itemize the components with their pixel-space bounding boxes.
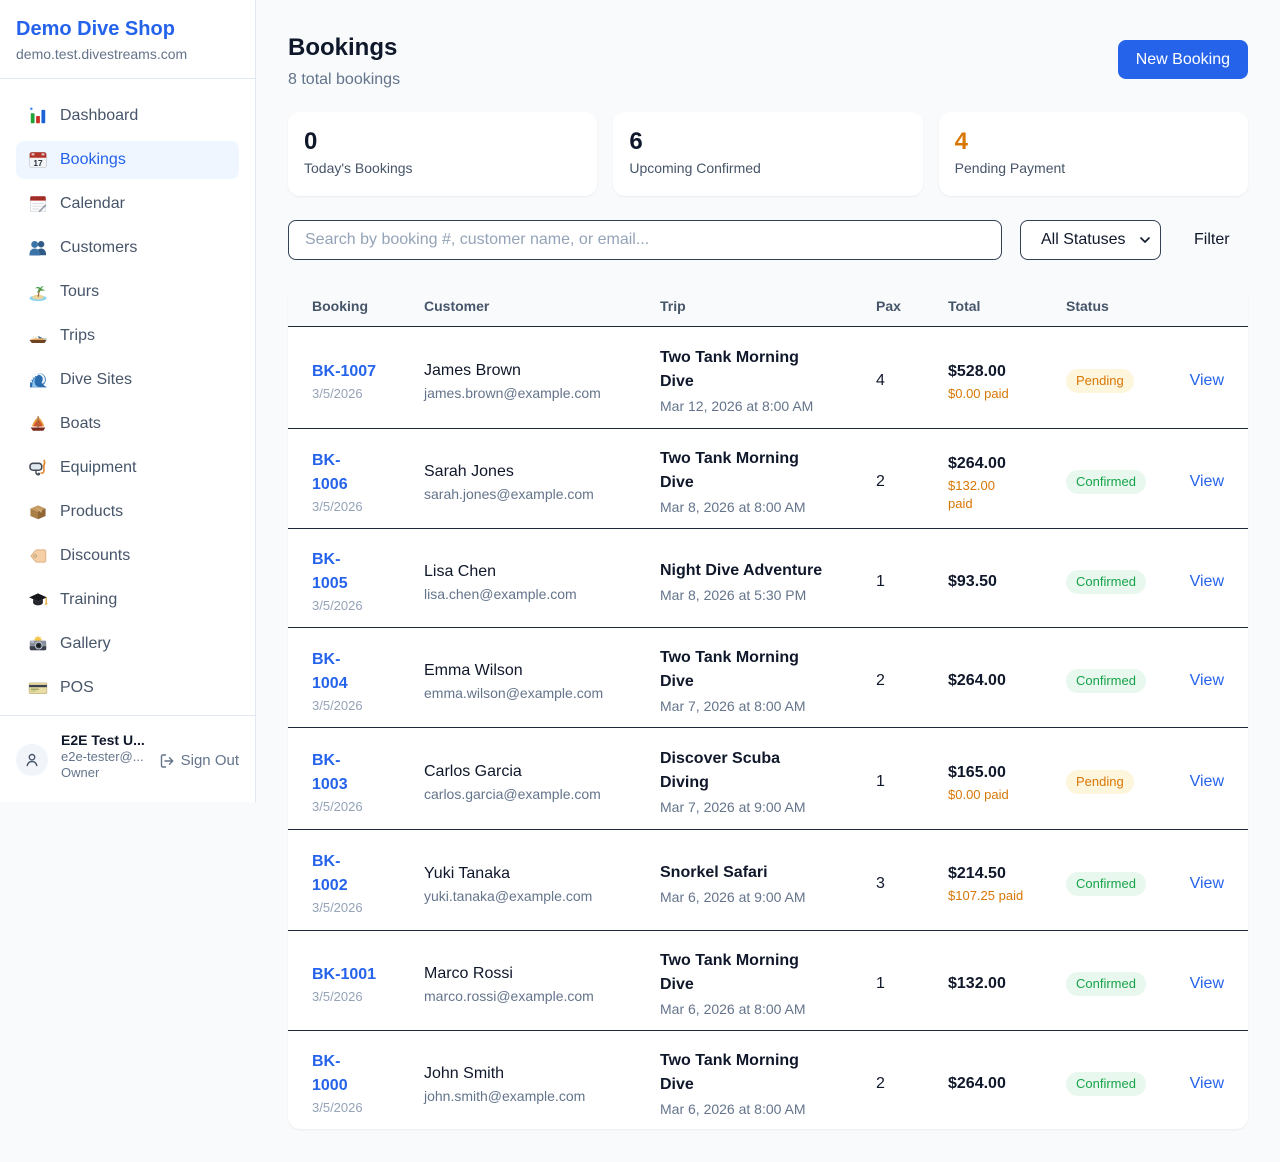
svg-text:17: 17 <box>33 158 43 168</box>
